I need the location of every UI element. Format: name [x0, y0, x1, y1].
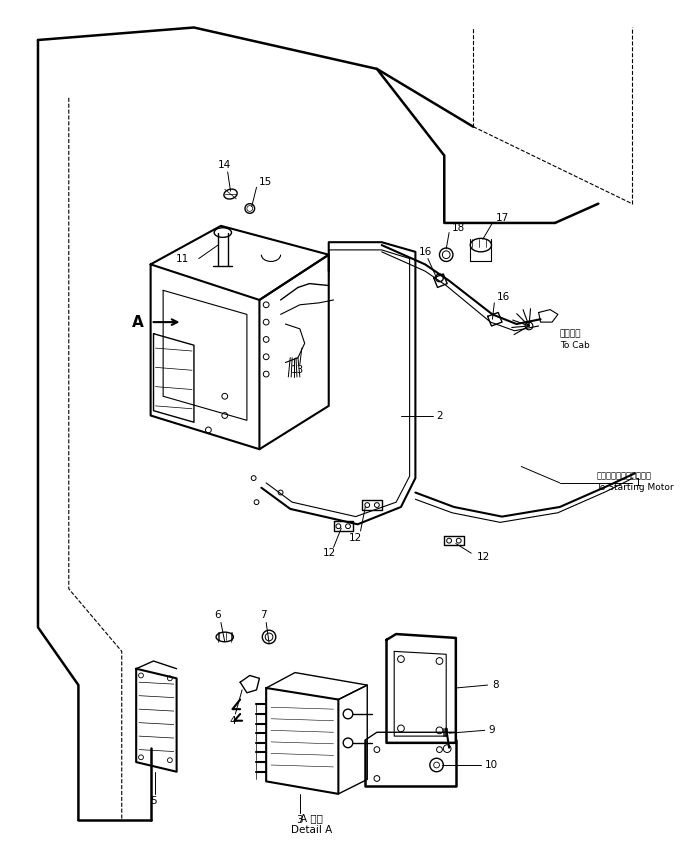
Circle shape	[263, 319, 269, 325]
Text: スターティングモータへ: スターティングモータへ	[596, 471, 651, 481]
Circle shape	[344, 709, 353, 719]
Text: 6: 6	[215, 610, 221, 620]
Ellipse shape	[224, 189, 237, 199]
Circle shape	[525, 322, 533, 330]
Circle shape	[263, 337, 269, 342]
Text: 17: 17	[496, 213, 510, 223]
Circle shape	[344, 738, 353, 747]
Text: A: A	[132, 315, 144, 330]
Circle shape	[442, 251, 450, 259]
Text: 2: 2	[436, 411, 443, 421]
Circle shape	[139, 755, 144, 759]
Circle shape	[433, 762, 440, 768]
Text: 1: 1	[635, 478, 642, 488]
Circle shape	[436, 657, 443, 664]
Circle shape	[263, 354, 269, 360]
Ellipse shape	[245, 204, 255, 213]
Text: 15: 15	[258, 177, 271, 187]
Circle shape	[168, 676, 172, 680]
Circle shape	[398, 725, 405, 732]
Ellipse shape	[214, 228, 232, 237]
Text: 3: 3	[297, 815, 303, 825]
Text: To Starting Motor: To Starting Motor	[596, 483, 674, 492]
Circle shape	[456, 538, 461, 543]
Circle shape	[443, 745, 451, 752]
Text: キャブへ: キャブへ	[560, 329, 581, 339]
Circle shape	[365, 503, 370, 507]
Circle shape	[247, 206, 253, 212]
Ellipse shape	[216, 632, 234, 642]
Text: 11: 11	[176, 254, 189, 264]
Circle shape	[436, 746, 442, 752]
Circle shape	[265, 633, 273, 641]
Circle shape	[263, 302, 269, 308]
Circle shape	[205, 427, 212, 433]
Text: 18: 18	[452, 223, 465, 233]
Text: 7: 7	[260, 610, 267, 620]
Circle shape	[447, 538, 451, 543]
Text: 16: 16	[418, 247, 431, 257]
Circle shape	[263, 371, 269, 377]
Text: 16: 16	[497, 292, 510, 302]
Text: To Cab: To Cab	[560, 341, 589, 350]
Circle shape	[278, 490, 283, 495]
Text: 12: 12	[349, 533, 362, 542]
Circle shape	[254, 500, 259, 505]
Circle shape	[336, 524, 341, 529]
Circle shape	[374, 503, 379, 507]
Text: 8: 8	[493, 680, 499, 690]
Circle shape	[346, 524, 350, 529]
Ellipse shape	[262, 630, 275, 644]
Circle shape	[436, 274, 443, 282]
Text: 12: 12	[477, 552, 491, 562]
Circle shape	[436, 727, 443, 734]
Text: 14: 14	[218, 160, 232, 171]
Text: 13: 13	[291, 365, 304, 375]
Text: A 詳細: A 詳細	[300, 813, 323, 823]
Ellipse shape	[440, 248, 453, 261]
Circle shape	[222, 393, 227, 399]
Ellipse shape	[471, 238, 491, 252]
Circle shape	[222, 412, 227, 418]
Text: 9: 9	[488, 725, 495, 735]
Text: 12: 12	[323, 548, 337, 558]
Circle shape	[374, 746, 380, 752]
Text: Detail A: Detail A	[291, 824, 332, 835]
Circle shape	[398, 656, 405, 662]
Text: 10: 10	[485, 760, 498, 770]
Circle shape	[430, 758, 443, 772]
Circle shape	[251, 476, 256, 481]
Circle shape	[139, 673, 144, 678]
Circle shape	[374, 776, 380, 782]
Text: 5: 5	[150, 795, 157, 806]
Text: 4: 4	[229, 716, 236, 726]
Circle shape	[168, 758, 172, 763]
